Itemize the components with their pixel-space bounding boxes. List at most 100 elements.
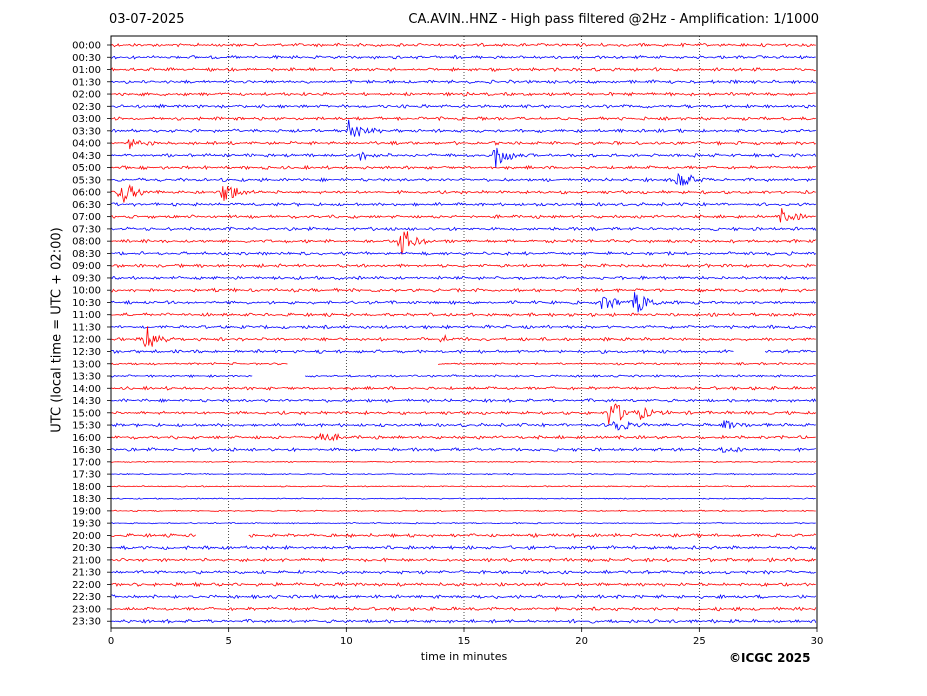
row-label: 22:30 — [72, 592, 101, 603]
row-label: 12:30 — [72, 347, 101, 358]
trace-0830 — [111, 250, 817, 257]
row-label: 10:30 — [72, 298, 101, 309]
plot-frame — [110, 35, 818, 629]
trace-1230 — [110, 348, 816, 355]
trace-1930 — [110, 522, 816, 525]
row-label: 19:00 — [72, 506, 101, 517]
trace-1530 — [110, 420, 816, 431]
row-label: 13:30 — [72, 372, 101, 383]
row-label: 03:30 — [72, 126, 101, 137]
row-label: 07:00 — [72, 212, 101, 223]
row-label: 02:00 — [72, 90, 101, 101]
row-label: 21:00 — [72, 555, 101, 566]
row-label: 15:30 — [72, 421, 101, 432]
row-label: 14:30 — [72, 396, 101, 407]
trace-1400 — [110, 385, 817, 391]
trace-1630 — [110, 446, 816, 453]
x-tick-label: 0 — [108, 636, 114, 647]
trace-0630 — [110, 201, 817, 208]
trace-1430 — [110, 398, 817, 404]
row-label: 17:30 — [72, 470, 101, 481]
trace-0100 — [110, 66, 816, 73]
trace-0030 — [110, 54, 816, 60]
trace-2330 — [110, 618, 817, 624]
trace-0430 — [110, 147, 817, 169]
trace-1300 — [110, 361, 816, 366]
row-label: 04:30 — [72, 151, 101, 162]
row-label: 20:30 — [72, 543, 101, 554]
row-label: 07:30 — [72, 224, 101, 235]
row-label: 17:00 — [72, 457, 101, 468]
trace-1500 — [110, 403, 817, 425]
row-label: 20:00 — [72, 531, 101, 542]
row-label: 06:30 — [72, 200, 101, 211]
row-label: 09:30 — [72, 273, 101, 284]
trace-1330 — [110, 374, 817, 379]
trace-0900 — [110, 263, 816, 269]
trace-1130 — [110, 324, 817, 330]
row-label: 02:30 — [72, 102, 101, 113]
trace-0000 — [110, 42, 816, 48]
trace-1100 — [110, 312, 816, 318]
row-label: 15:00 — [72, 408, 101, 419]
trace-2100 — [111, 557, 816, 563]
trace-0130 — [110, 79, 817, 85]
row-label: 18:30 — [72, 494, 101, 505]
x-tick-label: 10 — [340, 636, 353, 647]
trace-1030 — [110, 292, 817, 313]
row-label: 16:00 — [72, 433, 101, 444]
row-label: 23:00 — [72, 604, 101, 615]
x-tick-label: 30 — [811, 636, 824, 647]
row-label: 23:30 — [72, 617, 101, 628]
row-label: 00:30 — [72, 53, 101, 64]
row-label: 19:30 — [72, 519, 101, 530]
row-label: 11:30 — [72, 322, 101, 333]
trace-1600 — [110, 432, 816, 442]
trace-0200 — [110, 91, 816, 97]
trace-0530 — [110, 172, 816, 186]
copyright-notice: ©ICGC 2025 — [729, 651, 811, 665]
trace-2130 — [110, 569, 816, 575]
row-label: 09:00 — [72, 261, 101, 272]
row-label: 14:00 — [72, 384, 101, 395]
row-label: 08:30 — [72, 249, 101, 260]
row-label: 21:30 — [72, 568, 101, 579]
trace-2000 — [110, 532, 817, 539]
trace-0230 — [110, 103, 816, 109]
trace-2230 — [110, 593, 817, 600]
row-label: 00:00 — [72, 41, 101, 52]
row-label: 05:30 — [72, 175, 101, 186]
trace-2030 — [110, 544, 817, 551]
trace-0400 — [110, 139, 816, 150]
trace-1900 — [110, 509, 816, 513]
row-label: 12:00 — [72, 335, 101, 346]
row-label: 04:00 — [72, 139, 101, 150]
trace-0700 — [110, 208, 816, 223]
row-label: 03:00 — [72, 114, 101, 125]
trace-1800 — [111, 485, 816, 488]
row-label: 16:30 — [72, 445, 101, 456]
trace-0300 — [110, 116, 816, 122]
trace-0800 — [110, 231, 817, 255]
trace-0730 — [110, 226, 817, 232]
chart-title: CA.AVIN..HNZ - High pass filtered @2Hz -… — [408, 12, 819, 27]
trace-1730 — [110, 472, 816, 476]
trace-0600 — [110, 184, 816, 203]
trace-0330 — [110, 119, 816, 137]
x-tick-label: 5 — [225, 636, 231, 647]
row-label: 11:00 — [72, 310, 101, 321]
row-label: 06:00 — [72, 188, 101, 199]
row-label: 18:00 — [72, 482, 101, 493]
row-label: 08:00 — [72, 237, 101, 248]
trace-2300 — [110, 606, 817, 612]
chart-date: 03-07-2025 — [109, 12, 185, 27]
x-tick-label: 25 — [693, 636, 706, 647]
row-label: 01:00 — [72, 65, 101, 76]
trace-0930 — [110, 275, 816, 281]
x-tick-label: 20 — [575, 636, 588, 647]
row-label: 22:00 — [72, 580, 101, 591]
row-label: 01:30 — [72, 77, 101, 88]
trace-1200 — [110, 326, 816, 348]
trace-1000 — [111, 287, 816, 294]
